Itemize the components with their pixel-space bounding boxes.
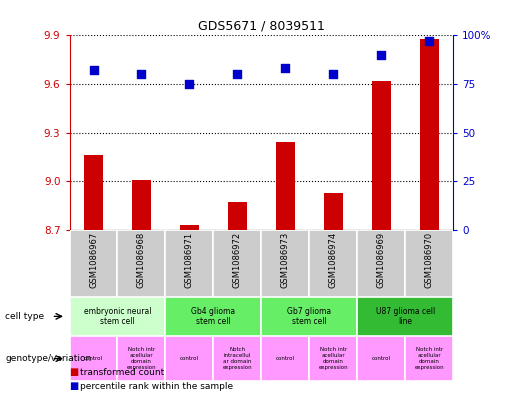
Bar	[372, 81, 391, 230]
Bar	[310, 336, 357, 381]
Text: GSM1086970: GSM1086970	[425, 232, 434, 288]
Text: GSM1086974: GSM1086974	[329, 232, 338, 288]
Bar	[84, 155, 103, 230]
Bar	[213, 336, 261, 381]
Text: embryonic neural
stem cell: embryonic neural stem cell	[84, 307, 151, 326]
Text: ■: ■	[70, 381, 79, 391]
Text: Notch
intracellul
ar domain
expression: Notch intracellul ar domain expression	[222, 347, 252, 370]
Text: Notch intr
acellular
domain
expression: Notch intr acellular domain expression	[415, 347, 444, 370]
Text: Notch intr
acellular
domain
expression: Notch intr acellular domain expression	[318, 347, 348, 370]
Text: Gb7 glioma
stem cell: Gb7 glioma stem cell	[287, 307, 331, 326]
Bar	[357, 230, 405, 297]
Point	[90, 67, 98, 73]
Bar	[261, 336, 310, 381]
Point	[138, 71, 146, 77]
Point	[425, 38, 433, 44]
Point	[377, 51, 385, 58]
Text: genotype/variation: genotype/variation	[5, 354, 91, 363]
Text: transformed count: transformed count	[80, 368, 164, 377]
Point	[233, 71, 242, 77]
Bar	[261, 297, 357, 336]
Text: control: control	[180, 356, 199, 361]
Bar	[180, 225, 199, 230]
Bar	[420, 39, 439, 230]
Text: GSM1086972: GSM1086972	[233, 232, 242, 288]
Bar	[70, 230, 117, 297]
Bar	[132, 180, 151, 230]
Bar	[117, 336, 165, 381]
Text: control: control	[276, 356, 295, 361]
Text: percentile rank within the sample: percentile rank within the sample	[80, 382, 233, 391]
Point	[329, 71, 337, 77]
Bar	[276, 142, 295, 230]
Bar	[357, 297, 453, 336]
Text: GSM1086969: GSM1086969	[377, 232, 386, 288]
Text: Gb4 glioma
stem cell: Gb4 glioma stem cell	[192, 307, 235, 326]
Title: GDS5671 / 8039511: GDS5671 / 8039511	[198, 20, 325, 33]
Text: cell type: cell type	[5, 312, 44, 321]
Bar	[165, 230, 213, 297]
Bar	[70, 297, 165, 336]
Bar	[324, 193, 343, 230]
Bar	[117, 230, 165, 297]
Bar	[228, 202, 247, 230]
Text: GSM1086973: GSM1086973	[281, 232, 290, 288]
Text: control: control	[372, 356, 391, 361]
Bar	[213, 230, 261, 297]
Bar	[357, 336, 405, 381]
Bar	[165, 336, 213, 381]
Text: GSM1086968: GSM1086968	[137, 232, 146, 288]
Bar	[70, 336, 117, 381]
Text: U87 glioma cell
line: U87 glioma cell line	[375, 307, 435, 326]
Text: Notch intr
acellular
domain
expression: Notch intr acellular domain expression	[127, 347, 156, 370]
Bar	[261, 230, 310, 297]
Bar	[310, 230, 357, 297]
Point	[185, 81, 194, 87]
Bar	[165, 297, 261, 336]
Bar	[405, 230, 453, 297]
Text: GSM1086967: GSM1086967	[89, 232, 98, 288]
Point	[281, 65, 289, 72]
Text: ■: ■	[70, 367, 79, 377]
Text: GSM1086971: GSM1086971	[185, 232, 194, 288]
Text: control: control	[84, 356, 103, 361]
Bar	[405, 336, 453, 381]
